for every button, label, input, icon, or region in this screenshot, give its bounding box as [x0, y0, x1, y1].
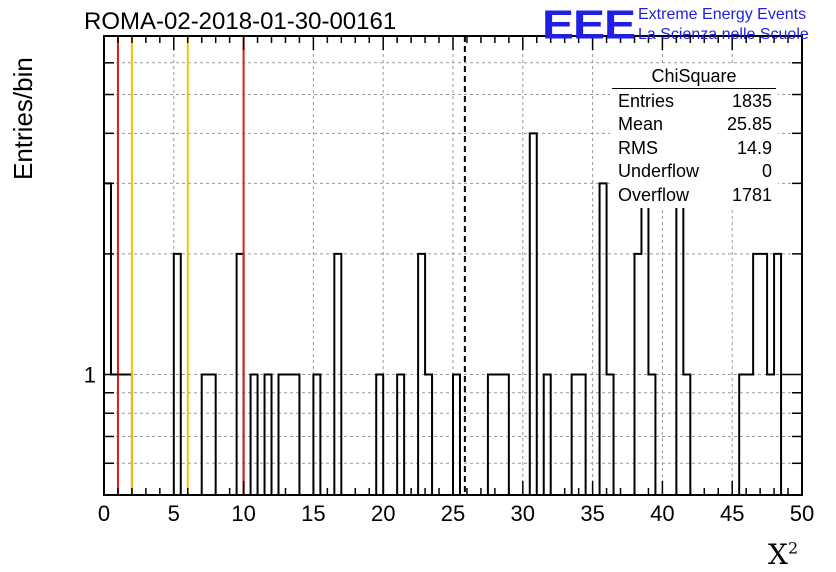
- stats-value: 1781: [731, 184, 772, 205]
- y-tick-label: 1: [84, 362, 96, 387]
- x-tick-label: 5: [168, 501, 180, 526]
- histogram-bin: [641, 183, 648, 495]
- stats-label: Underflow: [618, 161, 700, 182]
- logo-line-1: Extreme Energy Events: [638, 6, 807, 23]
- logo-line-2: La Scienza nelle Scuole: [638, 26, 809, 43]
- x-tick-label: 40: [650, 501, 674, 526]
- histogram-bin: [676, 183, 683, 495]
- stats-label: Mean: [618, 114, 664, 135]
- stats-label: Overflow: [618, 184, 690, 205]
- histogram-bin: [600, 183, 607, 495]
- x-tick-label: 50: [790, 501, 814, 526]
- stats-label: Entries: [618, 91, 675, 111]
- x-tick-label: 15: [301, 501, 325, 526]
- stats-title: ChiSquare: [612, 66, 776, 89]
- x-axis-label-text: X: [768, 538, 788, 571]
- stats-value: 14.9: [736, 137, 772, 158]
- stats-row-rms: RMS 14.9: [610, 138, 778, 161]
- x-axis-label: X2: [768, 538, 798, 571]
- histogram-bin: [530, 133, 537, 495]
- x-tick-label: 35: [580, 501, 604, 526]
- run-title: ROMA-02-2018-01-30-00161: [84, 8, 397, 35]
- stats-label: RMS: [618, 137, 658, 158]
- stats-value: 0: [761, 161, 772, 182]
- x-tick-label: 45: [720, 501, 744, 526]
- x-tick-label: 25: [441, 501, 465, 526]
- y-axis-label: Entries/bin: [8, 57, 38, 180]
- stats-box: ChiSquare Entries 1835 Mean 25.85 RMS 14.9 …: [610, 66, 778, 208]
- x-tick-label: 0: [98, 501, 110, 526]
- stats-value: 25.85: [726, 114, 772, 135]
- stats-row-overflow: Overflow 1781: [610, 185, 778, 208]
- histogram-bin: [104, 183, 111, 495]
- stats-row-mean: Mean 25.85: [610, 114, 778, 137]
- x-tick-label: 10: [231, 501, 255, 526]
- x-tick-label: 20: [371, 501, 395, 526]
- x-tick-label: 30: [511, 501, 535, 526]
- stats-row-entries: Entries 1835: [610, 91, 778, 114]
- stats-value: 1835: [731, 91, 772, 111]
- x-axis-label-superscript: 2: [787, 538, 799, 558]
- eee-logo: EEE: [542, 2, 636, 48]
- stats-row-underflow: Underflow 0: [610, 161, 778, 184]
